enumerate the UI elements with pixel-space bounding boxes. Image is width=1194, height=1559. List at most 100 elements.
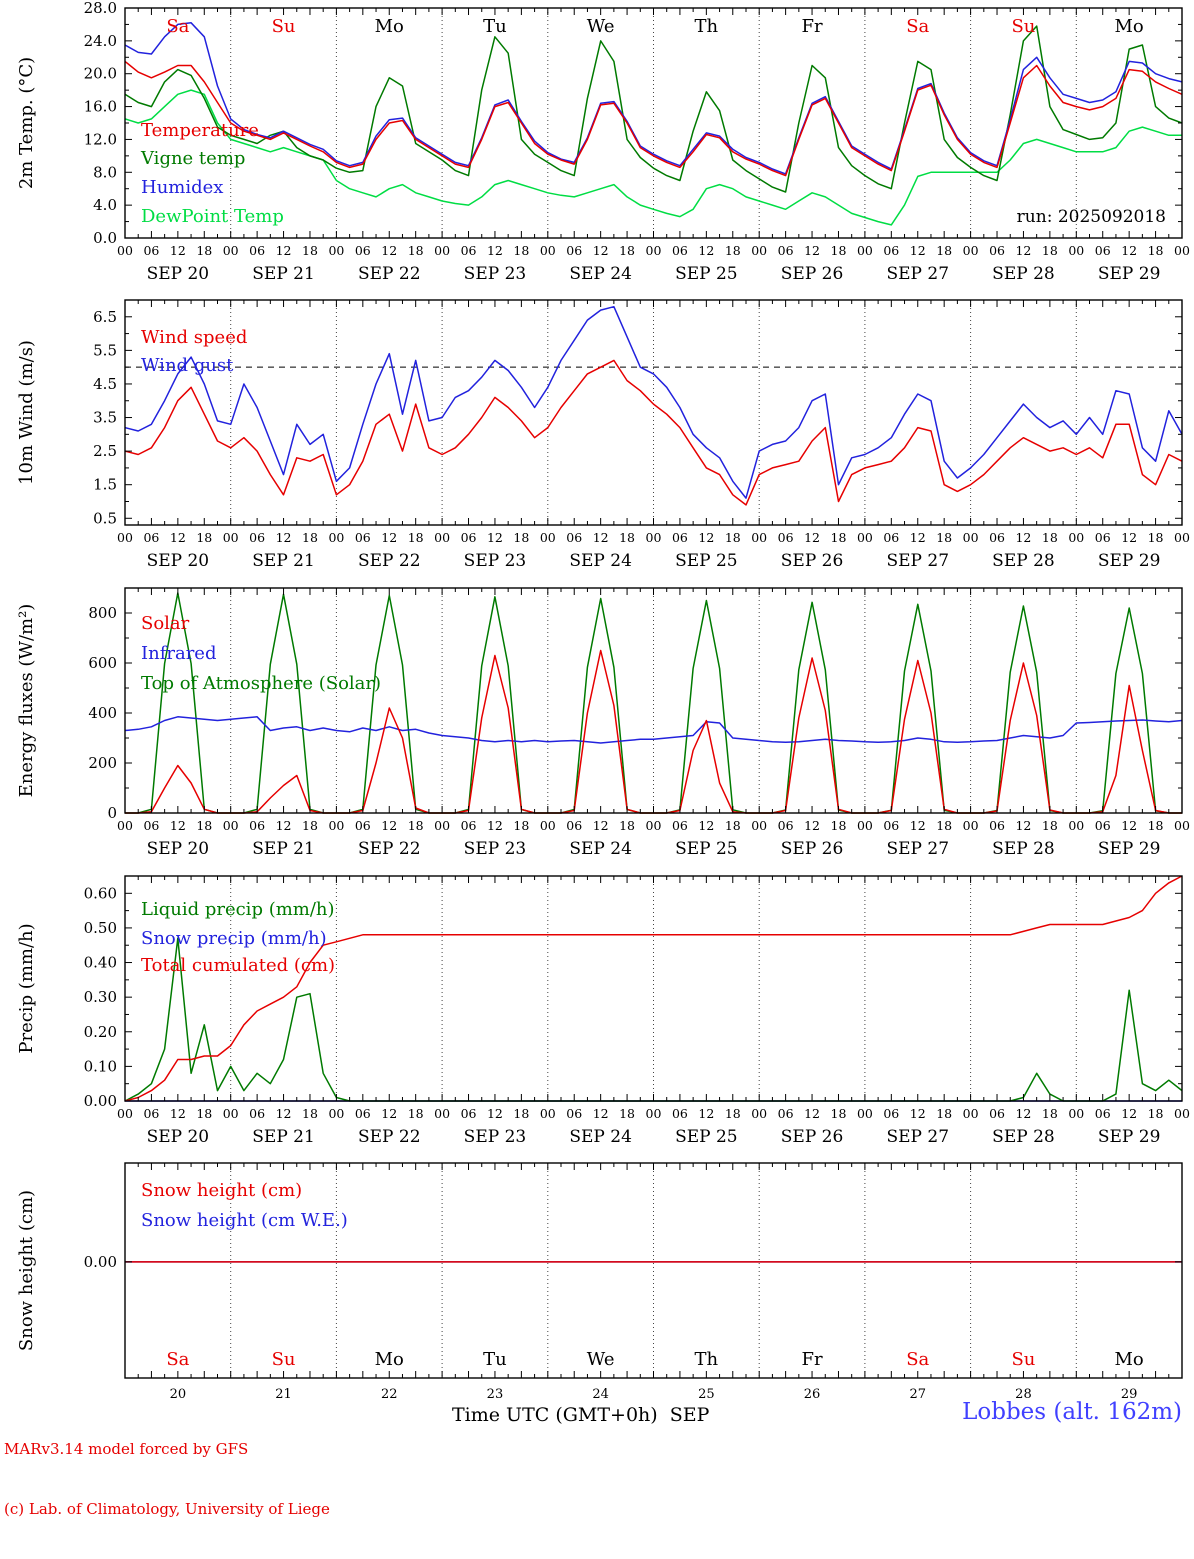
hour-label: 12: [1015, 1106, 1031, 1121]
hour-label: 12: [1121, 1106, 1137, 1121]
hour-label: 12: [381, 818, 397, 833]
hour-label: 00: [540, 818, 556, 833]
hour-label: 18: [302, 818, 318, 833]
weekday-label: Fr: [802, 16, 823, 37]
legend-temperature-2: Humidex: [141, 177, 223, 198]
month-label: SEP: [669, 1404, 710, 1426]
hour-label: 12: [804, 1106, 820, 1121]
date-label: SEP 29: [1098, 839, 1161, 859]
weekday-label: Mo: [1115, 16, 1144, 37]
hour-label: 00: [751, 243, 767, 258]
hour-label: 06: [566, 818, 582, 833]
hour-label: 12: [1121, 530, 1137, 545]
hour-label: 06: [143, 530, 159, 545]
hour-label: 12: [170, 1106, 186, 1121]
y-tick-label: 24.0: [84, 32, 117, 50]
hour-label: 06: [672, 1106, 688, 1121]
weekday-label: We: [587, 16, 615, 37]
hour-label: 06: [989, 243, 1005, 258]
date-label: SEP 22: [358, 551, 421, 571]
hour-label: 06: [1095, 530, 1111, 545]
hour-label: 00: [328, 243, 344, 258]
panel-temperature: 0.0 4.0 8.0 12.0 16.0 20.0 24.0 28.0 2m Temp. (°…: [16, 0, 1190, 284]
hour-label: 18: [831, 818, 847, 833]
legend-snow-height-1: Snow height (cm W.E.): [141, 1210, 348, 1231]
hour-label: 12: [1015, 818, 1031, 833]
hour-label: 12: [698, 530, 714, 545]
hour-label: 06: [355, 1106, 371, 1121]
hour-label: 00: [1174, 818, 1190, 833]
hour-label: 06: [143, 243, 159, 258]
y-tick-label: 6.5: [93, 308, 117, 326]
hour-label: 12: [593, 1106, 609, 1121]
series-dewpoint-temp: [124, 89, 1182, 226]
hour-label: 18: [408, 243, 424, 258]
weekday-label: Tu: [483, 16, 507, 37]
hour-label: 18: [936, 1106, 952, 1121]
legend-snow-height-0: Snow height (cm): [141, 1180, 302, 1201]
day-number-label: 29: [1121, 1387, 1138, 1402]
date-label: SEP 22: [358, 264, 421, 284]
hour-label: 00: [434, 530, 450, 545]
date-label: SEP 23: [464, 839, 527, 859]
weekday-label: Su: [1011, 16, 1035, 37]
date-label: SEP 27: [886, 839, 949, 859]
panel-energy-fluxes: 0 200 400 600 800 Energy fluxes (W/m²) 00 06 12 1…: [16, 587, 1190, 859]
y-tick-label: 3.5: [93, 409, 117, 427]
legend-precip-1: Snow precip (mm/h): [141, 928, 327, 949]
hour-label: 06: [461, 1106, 477, 1121]
panel-precip: 0.00 0.10 0.20 0.30 0.40 0.50 0.60 Precip (mm/h…: [16, 875, 1190, 1147]
hour-label: 00: [434, 1106, 450, 1121]
date-label: SEP 27: [886, 1127, 949, 1147]
hour-label: 06: [566, 1106, 582, 1121]
hour-label: 00: [857, 1106, 873, 1121]
hour-label: 12: [593, 530, 609, 545]
date-label: SEP 21: [252, 551, 315, 571]
date-label: SEP 20: [147, 551, 210, 571]
y-tick-label: 20.0: [84, 65, 117, 83]
y-tick-label: 4.5: [93, 375, 117, 393]
date-label: SEP 20: [147, 1127, 210, 1147]
hour-label: 12: [910, 530, 926, 545]
hour-label: 18: [196, 1106, 212, 1121]
y-tick-label: 0.50: [84, 919, 117, 937]
hour-label: 00: [117, 818, 133, 833]
series-humidex: [124, 22, 1183, 175]
hour-label: 06: [883, 818, 899, 833]
hour-label: 06: [143, 818, 159, 833]
weekday-label: We: [587, 1349, 615, 1370]
legend-energy-fluxes-0: Solar: [141, 613, 190, 634]
hour-label: 12: [381, 530, 397, 545]
hour-label: 06: [566, 530, 582, 545]
date-label: SEP 29: [1098, 551, 1161, 571]
hour-label: 12: [698, 243, 714, 258]
date-label: SEP 28: [992, 839, 1055, 859]
hour-label: 18: [1042, 818, 1058, 833]
hour-label: 06: [249, 818, 265, 833]
y-tick-label: 5.5: [93, 341, 117, 359]
hour-label: 06: [778, 530, 794, 545]
hour-label: 00: [540, 1106, 556, 1121]
hour-label: 18: [619, 818, 635, 833]
weekday-label: Th: [695, 1349, 719, 1370]
hour-label: 00: [1174, 530, 1190, 545]
hour-label: 12: [381, 1106, 397, 1121]
meteogram-chart: 0.0 4.0 8.0 12.0 16.0 20.0 24.0 28.0 2m Temp. (°…: [16, 0, 1190, 1402]
hour-label: 00: [1174, 1106, 1190, 1121]
hour-label: 18: [513, 243, 529, 258]
day-number-label: 25: [698, 1387, 715, 1402]
date-label: SEP 21: [252, 839, 315, 859]
hour-label: 00: [434, 243, 450, 258]
y-axis-title: Snow height (cm): [16, 1190, 37, 1351]
date-label: SEP 25: [675, 839, 738, 859]
hour-label: 00: [117, 1106, 133, 1121]
hour-label: 06: [672, 818, 688, 833]
hour-label: 06: [989, 818, 1005, 833]
hour-label: 12: [698, 818, 714, 833]
legend-energy-fluxes-1: Infrared: [141, 643, 216, 664]
y-tick-label: 0.30: [84, 988, 117, 1006]
weekday-label: Mo: [375, 1349, 404, 1370]
y-tick-label: 0.10: [84, 1057, 117, 1075]
hour-label: 06: [566, 243, 582, 258]
date-label: SEP 25: [675, 1127, 738, 1147]
